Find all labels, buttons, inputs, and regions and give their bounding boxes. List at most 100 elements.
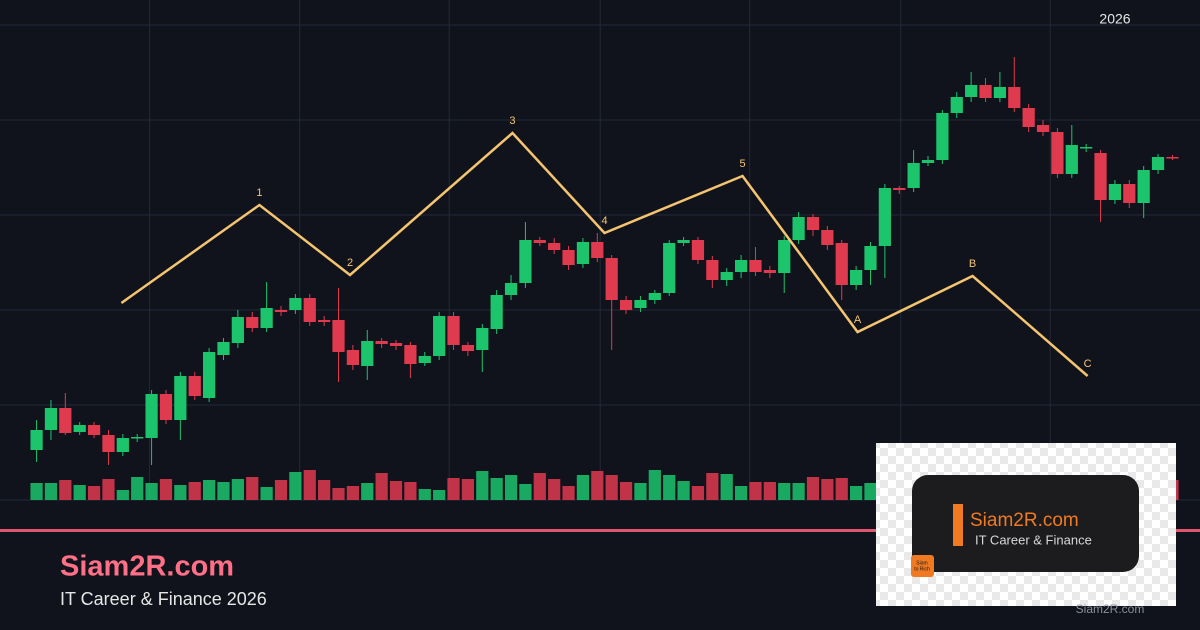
volume-bar [246,477,259,500]
volume-bar [605,475,618,500]
candle-body [318,320,331,322]
wave-label: A [854,314,862,326]
candle-body [835,243,848,285]
volume-bar [87,486,101,500]
volume-bar [404,482,417,500]
volume-bar [835,478,848,500]
candle-body [274,310,288,312]
wave-label: 5 [739,158,745,170]
wave-label: 1 [256,187,262,199]
candle-body [950,97,963,113]
volume-bar [663,475,676,500]
candle-body [231,317,244,343]
volume-bar [490,478,503,500]
candle-body [562,250,575,265]
volume-bar [217,482,230,500]
volume-bar [389,481,403,500]
brand-name: Siam2R.com [60,551,234,583]
candle-body [1008,87,1021,108]
candle-body [102,435,115,452]
volume-bar [476,471,489,500]
candle-body [59,408,72,433]
volume-bar [806,477,820,500]
volume-bar [562,486,575,500]
candle-body [763,270,776,273]
candle-body [548,243,561,250]
volume-bar [548,479,561,500]
candle-body [346,350,359,365]
volume-bar [447,478,460,500]
candle-body [260,308,273,328]
wave-label: 2 [347,257,353,269]
candle-body [878,188,891,246]
candle-body [1065,145,1078,174]
wave-label: C [1084,358,1092,370]
volume-bar [131,477,144,500]
volume-bar [159,479,173,500]
candle-body [404,345,417,364]
volume-bar [591,471,604,500]
candle-body [303,298,316,322]
volume-bar [850,486,863,500]
volume-bar [576,475,590,500]
candle-body [30,430,43,450]
volume-bar [418,489,431,500]
candle-body [476,328,489,350]
candle-body [907,163,920,188]
candle-body [1166,157,1179,159]
volume-bar [102,479,115,500]
candle-body [375,341,388,344]
brand-tagline: IT Career & Finance 2026 [60,589,267,609]
volume-bar [375,473,388,500]
divider [0,529,1200,532]
watermark: Siam2R.com [1076,602,1145,616]
wave-label: 3 [509,115,515,127]
wave-label: 4 [601,215,607,227]
volume-bar [188,482,201,500]
candle-body [1137,170,1150,203]
candle-body [504,283,518,295]
volume-bar [778,483,791,500]
logo-icon [911,555,934,577]
candle-body [490,295,503,329]
candle-body [332,320,345,352]
candle-body [73,425,86,432]
candle-body [447,316,460,345]
volume-bar [619,482,633,500]
volume-bar [44,483,58,500]
volume-bar [821,479,834,500]
candle-body [806,217,820,230]
volume-bar [749,482,762,500]
volume-bar [303,470,316,500]
candle-body [936,113,949,160]
candle-body [1022,108,1035,127]
wave-label: B [969,258,976,270]
volume-bar [433,490,446,500]
volume-bar [260,487,273,500]
candle-body [389,343,403,346]
logo-card [912,475,1139,572]
candle-body [246,317,259,328]
volume-bar [73,485,86,500]
year-label: 2026 [1099,11,1130,27]
candle-body [131,437,144,439]
candle-body [1080,147,1093,149]
volume-bar [274,480,288,500]
candle-body [778,240,791,273]
candle-body [145,394,158,438]
candle-body [619,300,633,310]
candle-body [634,300,647,308]
candle-body [605,258,618,300]
volume-bar [763,482,776,500]
volume-bar [174,485,187,500]
candle-body [821,230,834,245]
candle-body [691,240,705,260]
candle-body [864,246,877,270]
volume-bar [691,486,705,500]
candle-body [921,160,935,163]
logo-bar [953,504,963,546]
candle-body [648,293,661,300]
candle-body [1094,153,1107,200]
candle-body [1036,125,1050,132]
